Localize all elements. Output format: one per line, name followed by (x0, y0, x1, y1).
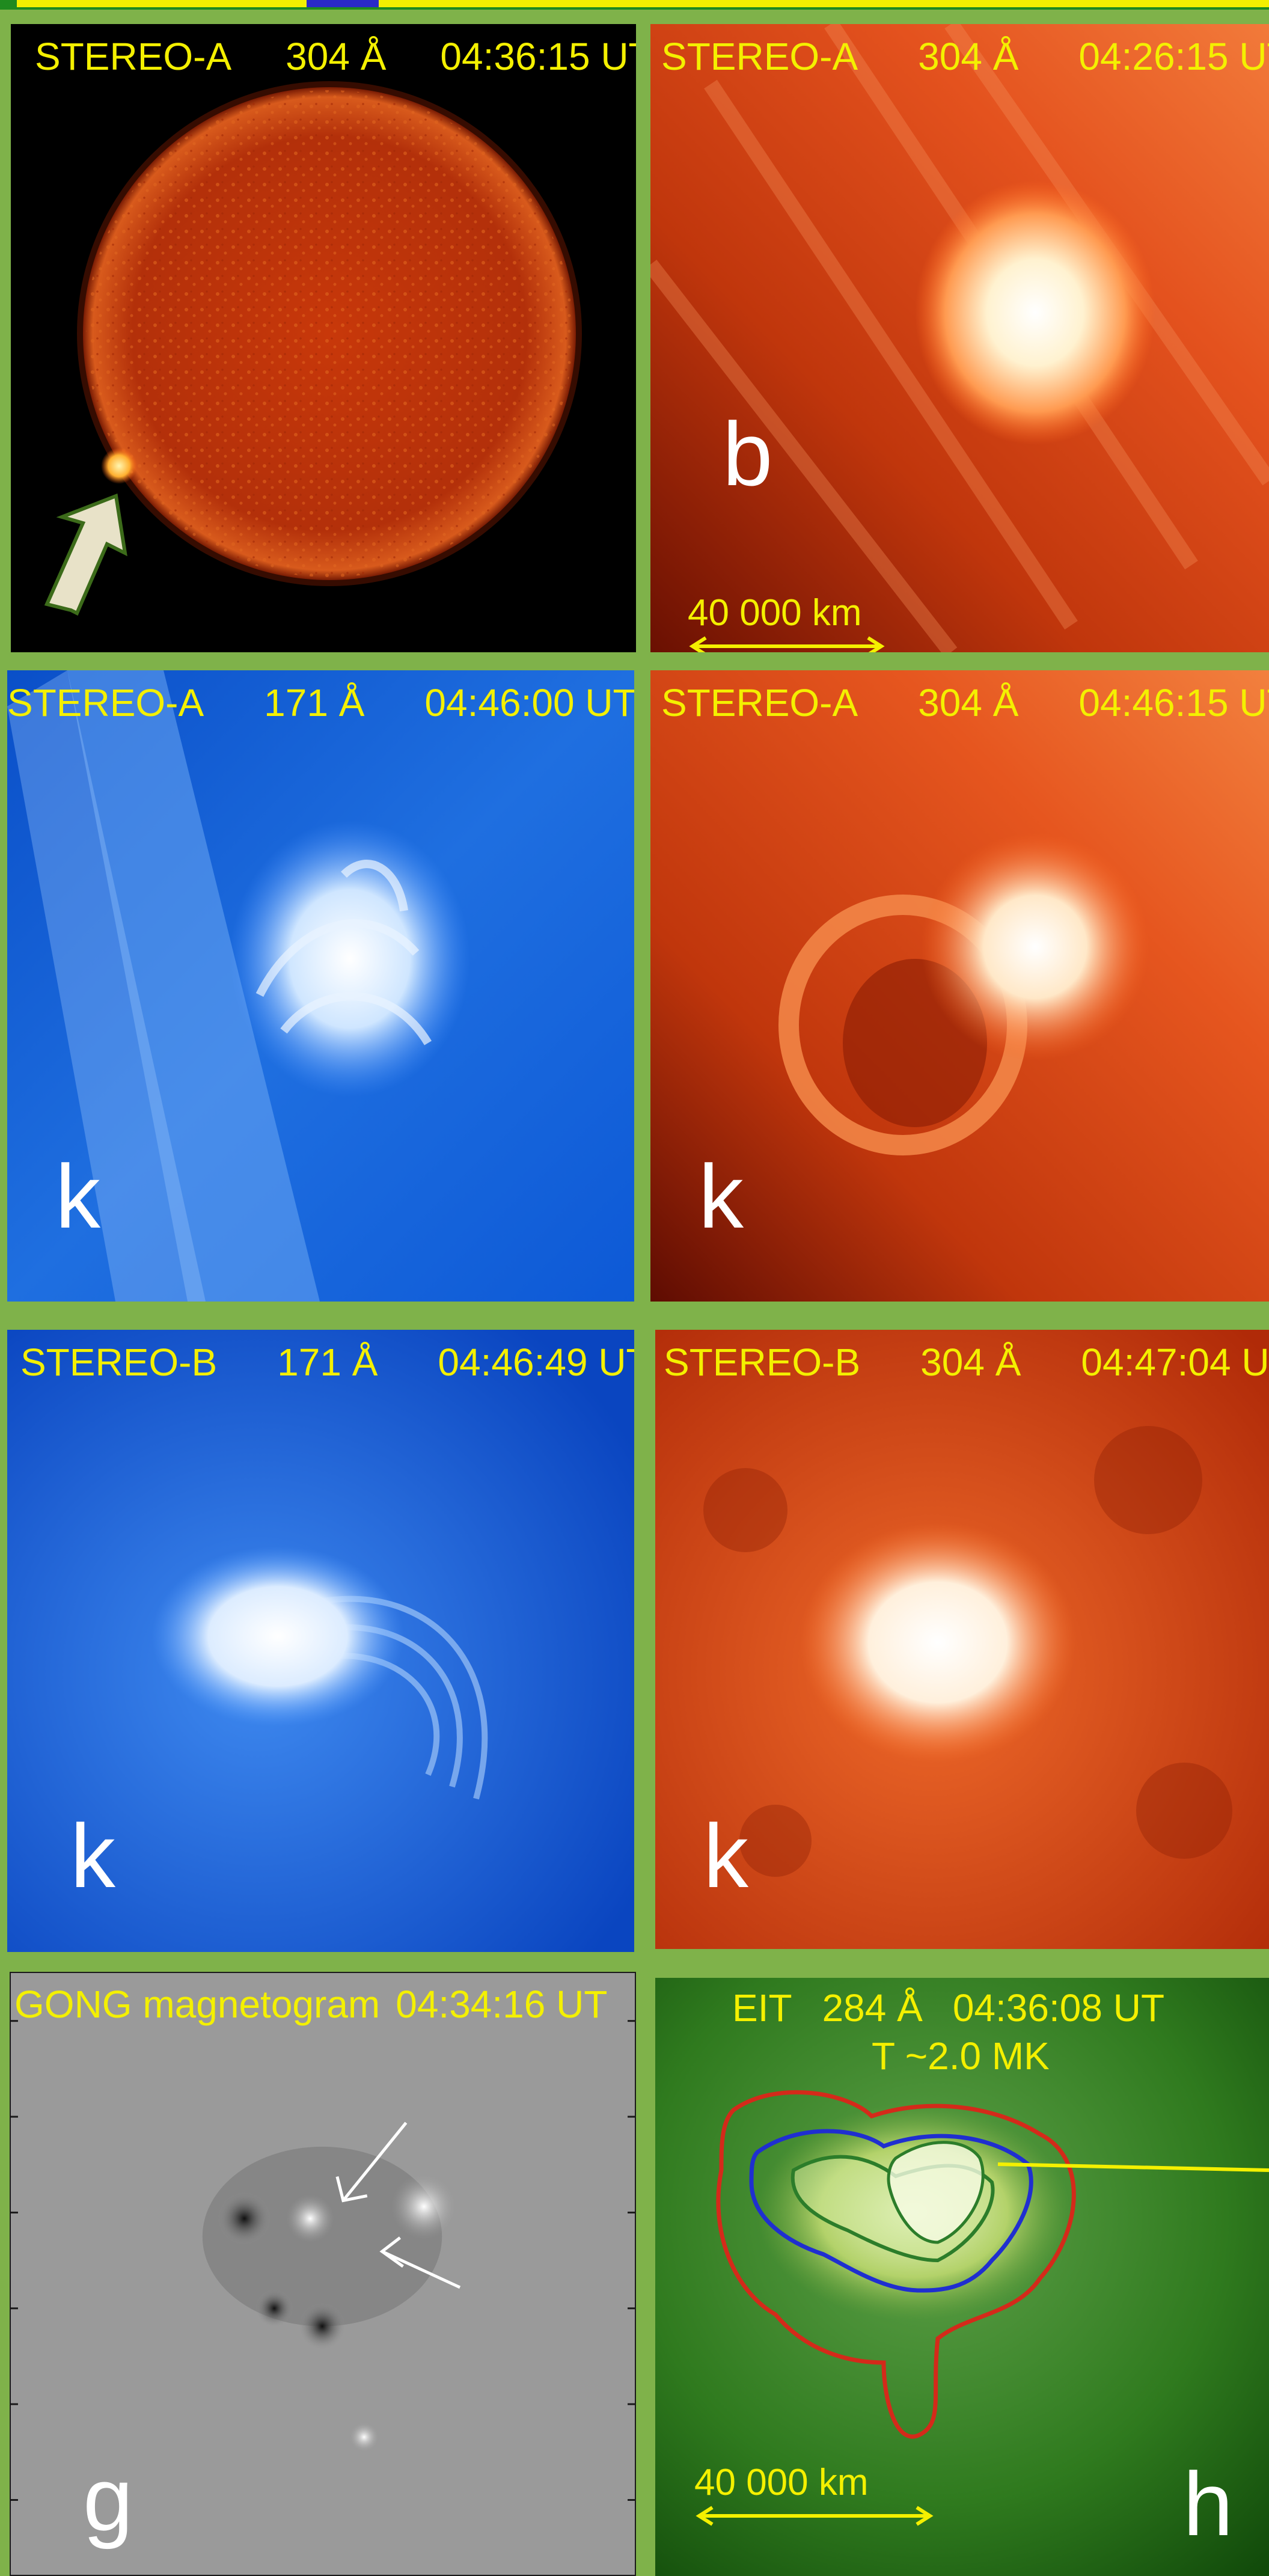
panel-c-letter: k (55, 1146, 100, 1247)
title-bar-yellow (17, 0, 1269, 7)
contour-blue (749, 2129, 1033, 2293)
panel-b: STEREO-A 304 Å 04:26:15 UT b 40 000 km (650, 24, 1269, 652)
pointer-arrow-icon (44, 493, 127, 616)
panel-b-scalebar: 40 000 km (688, 592, 886, 652)
panel-h-letter: h (1183, 2453, 1234, 2554)
top-title-bar (0, 0, 1269, 10)
panel-a-full-disk: STEREO-A 304 Å 04:36:15 UT (11, 24, 636, 652)
panel-h: EIT 284 Å 04:36:08 UT T ~2.0 MK h 40 000… (655, 1978, 1269, 2576)
panel-g-letter: g (83, 2449, 133, 2550)
panel-d-time: 04:46:15 UT (1078, 681, 1269, 724)
pointer-line (997, 2162, 1269, 2172)
panel-d-wavelength: 304 Å (918, 681, 1019, 724)
panel-e-instrument: STEREO-B (20, 1341, 218, 1384)
panel-e-time: 04:46:49 UT (438, 1341, 634, 1384)
panel-c-wavelength: 171 Å (264, 681, 365, 724)
panel-d-letter: k (699, 1146, 744, 1247)
panel-b-header: STEREO-A 304 Å 04:26:15 UT (661, 32, 1269, 81)
panel-g-instrument: GONG magnetogram (14, 1983, 381, 2026)
panel-e: STEREO-B 171 Å 04:46:49 UT k (7, 1330, 634, 1952)
panel-f-time: 04:47:04 UT (1081, 1341, 1269, 1384)
panel-d: STEREO-A 304 Å 04:46:15 UT k (650, 670, 1269, 1302)
panel-b-image (650, 24, 1269, 652)
solar-disk-image (44, 81, 582, 616)
panel-f-image (655, 1330, 1269, 1949)
panel-c-header: STEREO-A 171 Å 04:46:00 UT (7, 679, 634, 727)
panel-e-header: STEREO-B 171 Å 04:46:49 UT (20, 1338, 634, 1386)
panel-h-header: EIT 284 Å 04:36:08 UT (732, 1984, 1269, 2032)
panel-a-instrument: STEREO-A (35, 35, 232, 78)
panel-h-wavelength: 284 Å (822, 1986, 923, 2030)
panel-d-header: STEREO-A 304 Å 04:46:15 UT (661, 679, 1269, 727)
panel-h-image (655, 1978, 1269, 2576)
panel-d-image (650, 670, 1269, 1302)
panel-e-letter: k (70, 1805, 115, 1906)
panel-h-subtitle: T ~2.0 MK (872, 2032, 1269, 2080)
panel-f-letter: k (703, 1805, 748, 1906)
panel-h-time: 04:36:08 UT (952, 1986, 1165, 2030)
panel-c: STEREO-A 171 Å 04:46:00 UT k (7, 670, 634, 1302)
panel-c-instrument: STEREO-A (7, 681, 204, 724)
panel-b-instrument: STEREO-A (661, 35, 858, 78)
panel-c-time: 04:46:00 UT (424, 681, 634, 724)
panel-b-wavelength: 304 Å (918, 35, 1019, 78)
panel-b-letter: b (723, 403, 773, 504)
panel-f: STEREO-B 304 Å 04:47:04 UT k (655, 1330, 1269, 1949)
panel-a-time: 04:36:15 UT (440, 35, 636, 78)
contour-red (716, 2090, 1076, 2439)
title-bar-blue-fragment (307, 0, 379, 7)
panel-h-scalebar: 40 000 km (694, 2462, 935, 2528)
panel-f-header: STEREO-B 304 Å 04:47:04 UT (664, 1338, 1269, 1386)
panel-g: GONG magnetogram 04:34:16 UT g (10, 1972, 636, 2576)
scalebar-arrow-icon (696, 2506, 934, 2526)
panel-a-wavelength: 304 Å (286, 35, 387, 78)
panel-f-instrument: STEREO-B (664, 1341, 861, 1384)
panel-h-instrument: EIT (732, 1986, 792, 2030)
panel-a-header: STEREO-A 304 Å 04:36:15 UT (35, 32, 636, 81)
magnetogram-image (11, 2020, 635, 2501)
panel-e-wavelength: 171 Å (277, 1341, 378, 1384)
panel-h-scalebar-label: 40 000 km (694, 2462, 869, 2503)
panel-b-time: 04:26:15 UT (1078, 35, 1269, 78)
panel-b-scalebar-label: 40 000 km (688, 592, 862, 634)
panel-f-wavelength: 304 Å (920, 1341, 1021, 1384)
scalebar-arrow-icon (689, 636, 885, 652)
field-arrow-icon (335, 2122, 461, 2289)
panel-c-image (7, 670, 634, 1302)
panel-e-image (7, 1330, 634, 1952)
panel-d-instrument: STEREO-A (661, 681, 858, 724)
panel-g-header: GONG magnetogram 04:34:16 UT (14, 1980, 635, 2028)
panel-g-time: 04:34:16 UT (396, 1983, 608, 2026)
panel-h-temperature: T ~2.0 MK (872, 2034, 1050, 2078)
